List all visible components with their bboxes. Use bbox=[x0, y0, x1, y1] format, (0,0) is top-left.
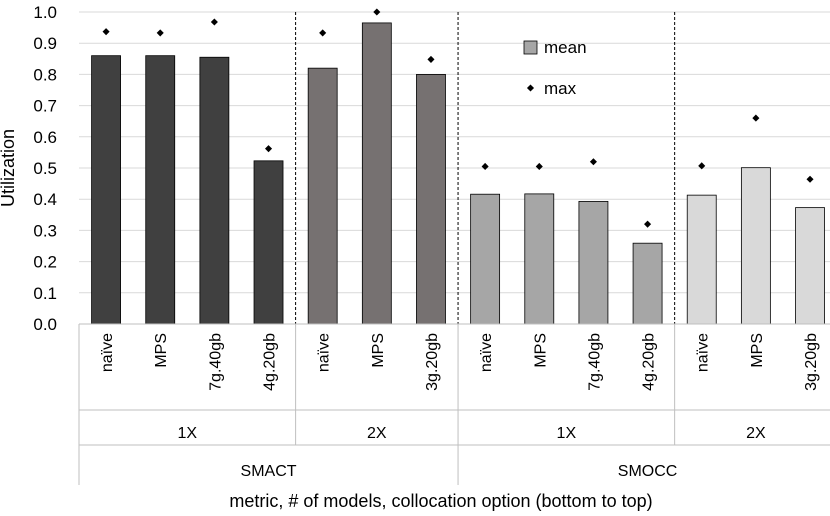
category-label: 4g.20gb bbox=[262, 333, 279, 391]
category-label: MPS bbox=[153, 333, 170, 368]
max-marker bbox=[806, 175, 814, 183]
y-tick-label: 0.9 bbox=[33, 34, 57, 53]
y-tick-label: 0.0 bbox=[33, 315, 57, 334]
models-label: 2X bbox=[746, 425, 766, 442]
legend-max-label: max bbox=[544, 79, 577, 98]
category-label: 7g.40gb bbox=[586, 333, 603, 391]
max-marker bbox=[589, 158, 597, 166]
models-label: 1X bbox=[178, 425, 198, 442]
max-marker bbox=[264, 145, 273, 153]
max-marker bbox=[102, 28, 110, 36]
max-marker bbox=[698, 162, 706, 170]
y-tick-label: 0.3 bbox=[33, 221, 57, 240]
category-label: 3g.20gb bbox=[803, 333, 820, 391]
bar-mean bbox=[740, 167, 771, 325]
category-label: naïve bbox=[695, 333, 712, 372]
bar-mean bbox=[524, 193, 555, 325]
max-marker bbox=[427, 55, 435, 63]
max-marker bbox=[373, 8, 381, 16]
metric-label: SMOCC bbox=[618, 463, 678, 480]
y-tick-label: 0.5 bbox=[33, 159, 57, 178]
y-axis-title: Utilization bbox=[0, 129, 18, 207]
y-tick-label: 1.0 bbox=[33, 3, 57, 22]
x-axis-title: metric, # of models, collocation option … bbox=[229, 491, 652, 511]
bar-mean bbox=[686, 194, 717, 325]
max-marker bbox=[210, 18, 218, 26]
bar-mean bbox=[253, 160, 284, 325]
metric-label: SMACT bbox=[241, 463, 297, 480]
category-label: 3g.20gb bbox=[424, 333, 441, 391]
y-tick-label: 0.6 bbox=[33, 128, 57, 147]
y-tick-label: 0.2 bbox=[33, 253, 57, 272]
legend-mean-swatch bbox=[523, 40, 538, 55]
max-marker bbox=[156, 29, 164, 37]
bar-mean bbox=[632, 242, 663, 325]
max-marker bbox=[752, 114, 760, 122]
category-label: naïve bbox=[478, 333, 495, 372]
category-label: naïve bbox=[316, 333, 333, 372]
max-marker bbox=[644, 220, 652, 228]
y-tick-label: 0.8 bbox=[33, 65, 57, 84]
category-label: MPS bbox=[532, 333, 549, 368]
bar-mean bbox=[578, 200, 609, 325]
category-label: 4g.20gb bbox=[641, 333, 658, 391]
y-tick-label: 0.4 bbox=[33, 190, 57, 209]
category-label: MPS bbox=[749, 333, 766, 368]
bar-mean bbox=[795, 207, 825, 325]
bar-mean bbox=[416, 74, 446, 325]
bar-mean bbox=[145, 55, 176, 325]
legend-max-marker bbox=[526, 84, 535, 92]
y-tick-label: 0.1 bbox=[33, 284, 57, 303]
models-label: 2X bbox=[367, 425, 387, 442]
max-marker bbox=[319, 29, 327, 37]
bar-mean bbox=[307, 67, 338, 325]
legend-mean-label: mean bbox=[544, 38, 587, 57]
bar-mean bbox=[199, 56, 230, 325]
models-label: 1X bbox=[557, 425, 577, 442]
category-label: naïve bbox=[99, 333, 116, 372]
y-tick-label: 0.7 bbox=[33, 97, 57, 116]
max-marker bbox=[535, 162, 543, 170]
category-label: 7g.40gb bbox=[207, 333, 224, 391]
max-marker bbox=[481, 162, 489, 170]
category-label: MPS bbox=[370, 333, 387, 368]
bar-mean bbox=[91, 55, 121, 325]
bar-mean bbox=[470, 193, 501, 325]
bar-mean bbox=[361, 22, 392, 325]
